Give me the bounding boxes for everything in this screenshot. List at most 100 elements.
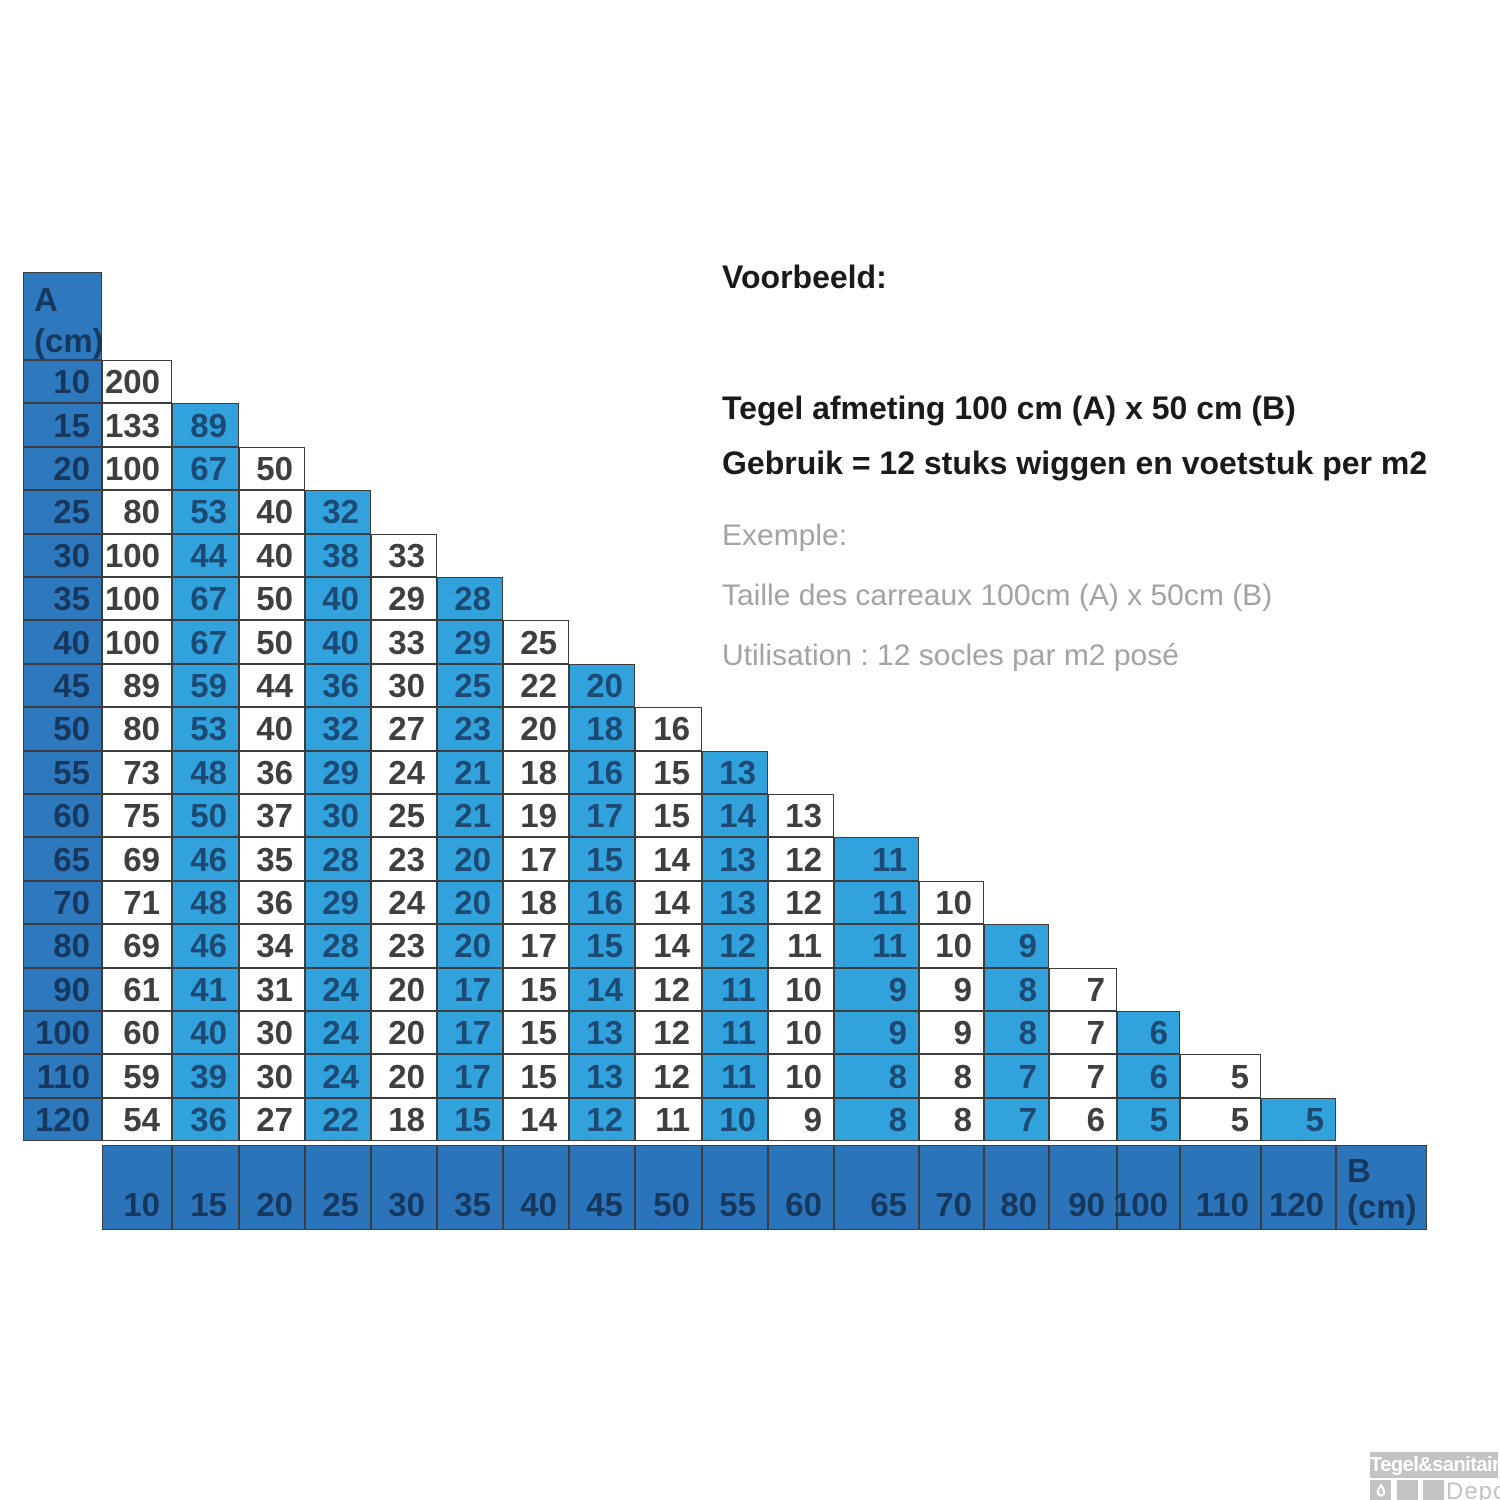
table-cell: 16 [569,880,635,925]
table-cell: 11 [635,1097,702,1142]
table-cell: 8 [984,1011,1049,1055]
table-cell: 40 [239,490,305,534]
table-cell: 9 [768,1097,834,1142]
table-cell: 6 [1049,1097,1117,1142]
col-header-cell: 120 [1261,1145,1336,1230]
table-cell: 89 [172,403,239,447]
row-header-cell: 40 [23,620,102,664]
row-header-cell: 55 [23,750,102,794]
table-cell: 50 [239,620,305,664]
table-cell: 32 [305,707,371,751]
col-header-cell: 10 [102,1145,172,1230]
col-header-cell: 20 [239,1145,305,1230]
table-cell: 29 [437,620,503,664]
table-cell: 69 [102,924,172,968]
table-cell: 67 [172,620,239,664]
table-cell: 59 [102,1054,172,1098]
table-cell: 15 [569,924,635,968]
col-header-cell: 45 [569,1145,635,1230]
table-cell: 30 [371,663,437,708]
table-cell: 73 [102,750,172,794]
table-cell: 30 [239,1011,305,1055]
table-cell: 14 [635,837,702,881]
row-header-cell: 10 [23,360,102,404]
table-cell: 28 [305,924,371,968]
row-header-cell: 90 [23,967,102,1011]
table-cell: 18 [371,1097,437,1142]
table-cell: 17 [437,967,503,1011]
table-cell: 29 [305,750,371,794]
table-cell: 27 [371,707,437,751]
table-cell: 46 [172,924,239,968]
table-cell: 9 [834,1011,919,1055]
table-cell: 8 [984,967,1049,1011]
row-header-cell: 20 [23,446,102,491]
table-cell: 5 [1261,1097,1336,1142]
table-cell: 61 [102,967,172,1011]
table-cell: 29 [371,577,437,621]
table-cell: 13 [702,750,768,794]
table-cell: 53 [172,707,239,751]
example-usage-fr: Utilisation : 12 socles par m2 posé [722,639,1179,672]
table-cell: 38 [305,533,371,577]
table-cell: 22 [305,1097,371,1142]
table-cell: 12 [635,967,702,1011]
table-cell: 200 [102,360,172,404]
example-heading-fr: Exemple: [722,519,848,552]
table-cell: 9 [834,967,919,1011]
table-cell: 22 [503,663,569,708]
table-cell: 6 [1117,1011,1180,1055]
table-cell: 36 [239,880,305,925]
table-cell: 54 [102,1097,172,1142]
table-cell: 7 [1049,967,1117,1011]
row-axis-letter: A [34,281,58,318]
table-cell: 48 [172,880,239,925]
table-cell: 15 [503,967,569,1011]
table-cell: 23 [371,924,437,968]
table-cell: 50 [239,446,305,491]
table-cell: 48 [172,750,239,794]
table-cell: 133 [102,403,172,447]
col-header-cell: 65 [834,1145,919,1230]
table-cell: 80 [102,707,172,751]
table-cell: 60 [102,1011,172,1055]
droplet-icon [1370,1482,1391,1498]
table-cell: 75 [102,794,172,838]
table-cell: 25 [503,620,569,664]
col-header-cell: 100 [1113,1145,1180,1230]
example-tile-size-fr: Taille des carreaux 100cm (A) x 50cm (B) [722,579,1273,612]
logo-square [1397,1480,1418,1500]
col-header-cell: 70 [919,1145,984,1230]
table-cell: 15 [569,837,635,881]
table-cell: 17 [503,924,569,968]
table-cell: 18 [503,880,569,925]
table-cell: 14 [635,880,702,925]
example-usage-nl: Gebruik = 12 stuks wiggen en voetstuk pe… [722,445,1428,481]
table-cell: 27 [239,1097,305,1142]
row-axis-unit: (cm) [34,322,104,360]
table-cell: 12 [635,1011,702,1055]
col-header-cell: 90 [1049,1145,1117,1230]
table-cell: 7 [984,1054,1049,1098]
table-cell: 8 [834,1097,919,1142]
col-header-cell: 60 [768,1145,834,1230]
table-cell: 100 [102,446,172,491]
row-header-cell: 65 [23,837,102,881]
table-cell: 21 [437,750,503,794]
table-cell: 15 [503,1011,569,1055]
table-cell: 8 [834,1054,919,1098]
table-cell: 9 [984,924,1049,968]
brand-logo: Tegel&sanitair [1370,1452,1500,1478]
table-cell: 40 [305,620,371,664]
table-cell: 20 [503,707,569,751]
table-cell: 41 [172,967,239,1011]
col-axis-letter: B [1347,1152,1371,1189]
table-cell: 10 [919,924,984,968]
table-cell: 14 [503,1097,569,1142]
table-cell: 67 [172,577,239,621]
row-axis-header: A (cm) [23,272,104,360]
table-cell: 24 [305,967,371,1011]
row-header-cell: 15 [23,403,102,447]
table-cell: 18 [503,750,569,794]
